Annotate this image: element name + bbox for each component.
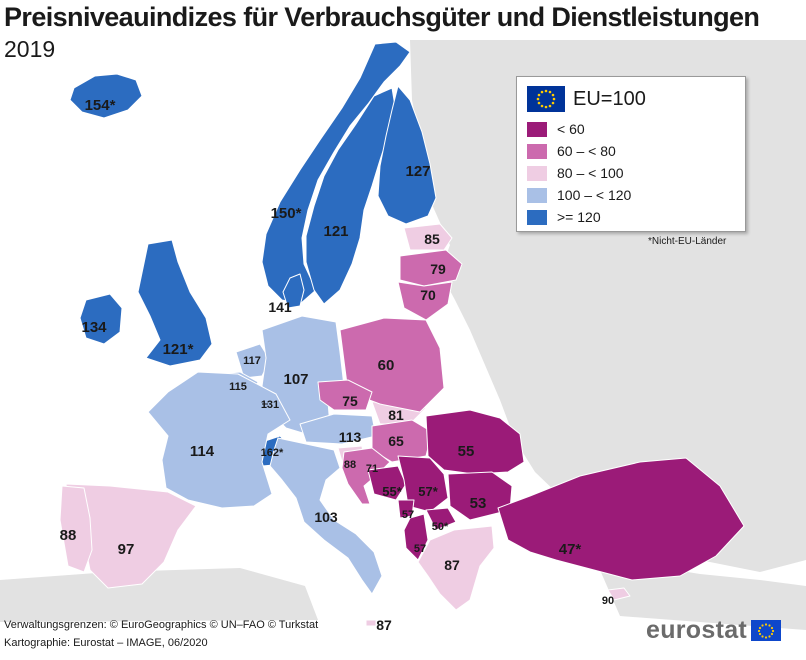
- region-italy: [269, 437, 383, 595]
- legend-swatch: [527, 165, 547, 181]
- value-label-albania: 57: [414, 543, 426, 555]
- value-label-belgium: 115: [229, 381, 247, 393]
- legend-label: < 60: [557, 121, 585, 137]
- region-czechia: [317, 379, 373, 411]
- region-cyprus: [607, 587, 631, 601]
- value-label-slovakia: 81: [388, 407, 404, 423]
- value-label-cyprus: 90: [602, 595, 614, 607]
- value-label-turkey: 47*: [559, 541, 582, 558]
- value-label-iceland: 154*: [85, 97, 116, 114]
- region-united-kingdom: [137, 239, 213, 367]
- value-label-austria: 113: [339, 429, 362, 445]
- region-serbia: [397, 455, 449, 513]
- value-label-romania: 55: [458, 443, 475, 460]
- legend-item: 100 – < 120: [527, 185, 631, 205]
- eurostat-logo: eurostat: [646, 616, 782, 645]
- legend-label: 100 – < 120: [557, 187, 632, 203]
- credit-boundaries: Verwaltungsgrenzen: © EuroGeographics © …: [4, 619, 319, 631]
- region-estonia: [403, 223, 453, 251]
- region-croatia: [341, 447, 391, 505]
- value-label-latvia: 79: [430, 261, 446, 277]
- legend-swatch: [527, 143, 547, 159]
- value-label-malta: 87: [376, 617, 392, 633]
- value-label-switzerland: 162*: [261, 447, 284, 459]
- region-greece: [417, 525, 495, 611]
- legend-item: 60 – < 80: [527, 141, 616, 161]
- value-label-montenegro: 57: [402, 509, 414, 521]
- legend-header: EU=100: [527, 85, 646, 113]
- value-label-sweden: 121: [323, 223, 348, 240]
- region-iceland: [69, 73, 143, 119]
- value-label-serbia: 57*: [418, 484, 438, 499]
- region-malta: [365, 619, 377, 627]
- value-label-croatia: 71: [366, 463, 378, 475]
- region-denmark: [282, 273, 305, 309]
- legend-item: 80 – < 100: [527, 163, 624, 183]
- value-label-estonia: 85: [424, 231, 440, 247]
- value-label-bulgaria: 53: [470, 495, 487, 512]
- value-label-bosnia-herzegovina: 55*: [382, 484, 402, 499]
- value-label-finland: 127: [405, 163, 430, 180]
- outside-land-area: [600, 566, 806, 630]
- value-label-netherlands: 117: [243, 355, 261, 367]
- region-ireland: [79, 293, 123, 345]
- map-title: Preisniveauindizes für Verbrauchsgüter u…: [4, 2, 760, 32]
- value-label-hungary: 65: [388, 433, 404, 449]
- region-france: [147, 371, 291, 509]
- legend-swatch: [527, 187, 547, 203]
- legend-title: EU=100: [573, 87, 646, 110]
- legend-item: >= 120: [527, 207, 601, 227]
- value-label-greece: 87: [444, 557, 460, 573]
- value-label-luxembourg: 131: [261, 399, 279, 411]
- brand-wordmark: eurostat: [646, 616, 748, 644]
- region-sweden: [305, 87, 397, 305]
- eu-flag-icon: [527, 86, 565, 112]
- value-label-lithuania: 70: [420, 287, 436, 303]
- legend: EU=100 < 60 60 – < 80 80 – < 100 100 – <…: [516, 76, 746, 232]
- region-albania: [403, 513, 429, 561]
- value-label-germany: 107: [283, 371, 308, 388]
- value-label-denmark: 141: [268, 299, 292, 315]
- region-lithuania: [397, 281, 453, 321]
- map-subtitle: 2019: [4, 36, 56, 62]
- value-label-slovenia: 88: [344, 459, 356, 471]
- eu-flag-icon: [751, 620, 782, 641]
- value-label-united-kingdom: 121*: [163, 341, 194, 358]
- region-bosnia-herzegovina: [367, 465, 407, 501]
- value-labels: 154* 150* 121 127 141 134 121* 162* 131 117 115 107…: [60, 97, 614, 633]
- region-turkey: [497, 457, 745, 581]
- value-label-italy: 103: [314, 509, 338, 525]
- value-label-poland: 60: [378, 357, 395, 374]
- legend-item: < 60: [527, 119, 585, 139]
- value-label-france: 114: [190, 443, 215, 460]
- value-label-norway: 150*: [271, 205, 302, 222]
- region-north-macedonia: [425, 507, 457, 531]
- legend-label: >= 120: [557, 209, 601, 225]
- region-finland: [377, 85, 437, 225]
- value-label-portugal: 88: [60, 527, 77, 544]
- legend-swatch: [527, 121, 547, 137]
- credit-cartography: Kartographie: Eurostat – IMAGE, 06/2020: [4, 637, 208, 649]
- legend-label: 60 – < 80: [557, 143, 616, 159]
- legend-label: 80 – < 100: [557, 165, 624, 181]
- country-regions: [59, 41, 745, 627]
- region-montenegro: [397, 499, 415, 519]
- value-label-spain: 97: [118, 541, 135, 558]
- value-label-czechia: 75: [342, 393, 358, 409]
- legend-swatch: [527, 209, 547, 225]
- value-label-ireland: 134: [81, 319, 107, 336]
- region-latvia: [399, 249, 463, 287]
- region-portugal: [59, 485, 93, 573]
- value-label-north-macedonia: 50*: [432, 521, 449, 533]
- outside-land-area: [0, 568, 318, 622]
- region-romania: [425, 409, 525, 475]
- non-eu-footnote: *Nicht-EU-Länder: [648, 236, 727, 247]
